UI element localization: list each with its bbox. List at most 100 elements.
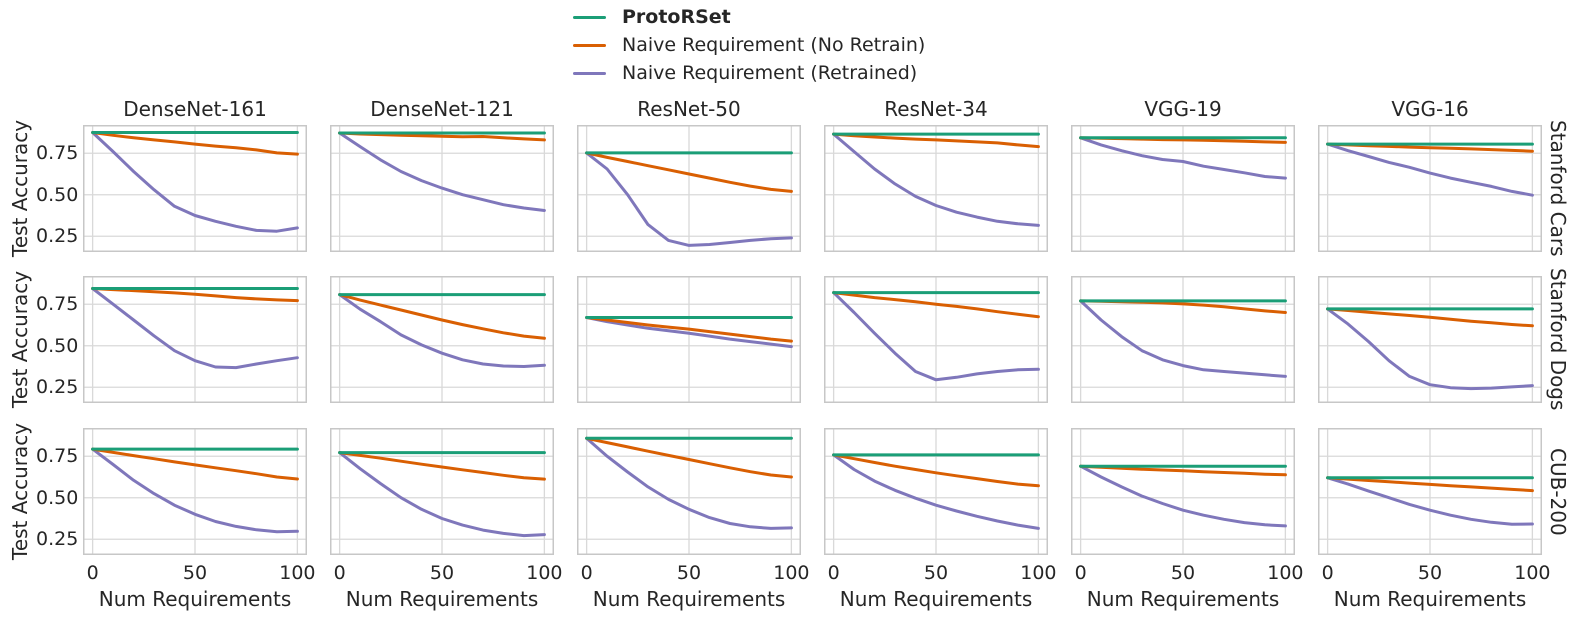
x-tick-label: 50: [1417, 562, 1443, 584]
column-title-vgg-16: VGG-16: [1391, 97, 1469, 121]
series-line-retrained: [338, 293, 546, 368]
x-tick-label: 50: [1170, 562, 1196, 584]
x-tick-label: 50: [182, 562, 208, 584]
series-line-retrained: [1079, 464, 1287, 528]
y-tick-label: 0.75: [36, 445, 79, 468]
series-line-retrained: [832, 132, 1040, 227]
x-tick-label: 50: [429, 562, 455, 584]
legend-item: Naive Requirement (Retrained): [573, 64, 925, 83]
series-line-no_retrain: [1326, 307, 1534, 328]
series-line-no_retrain: [832, 453, 1040, 488]
y-tick-label: 0.25: [36, 528, 79, 551]
subplot-stanford-cars-resnet-34: [824, 125, 1048, 252]
series-line-retrained: [832, 291, 1040, 382]
x-tick-label: 50: [676, 562, 702, 584]
x-tick-label: 100: [1514, 562, 1551, 584]
x-tick-label: 0: [1074, 562, 1087, 584]
x-axis-label: Num Requirements: [839, 587, 1033, 611]
column-title-vgg-19: VGG-19: [1144, 97, 1222, 121]
subplot-stanford-dogs-vgg-19: [1071, 276, 1295, 403]
series-line-no_retrain: [585, 316, 793, 343]
row-label-stanford-dogs: Stanford Dogs: [1546, 268, 1570, 411]
y-tick-label: 0.25: [36, 225, 79, 248]
subplot-cub-200-densenet-161: [83, 428, 307, 555]
series-line-no_retrain: [338, 293, 546, 340]
subplot-stanford-dogs-vgg-16: [1318, 276, 1542, 403]
x-axis-label: Num Requirements: [1333, 587, 1527, 611]
series-line-no_retrain: [338, 451, 546, 481]
series-line-no_retrain: [832, 132, 1040, 149]
column-title-resnet-34: ResNet-34: [884, 97, 988, 121]
series-line-no_retrain: [91, 131, 299, 156]
y-tick-label: 0.75: [36, 293, 79, 316]
legend-line-swatch: [573, 71, 606, 76]
x-axis-label: Num Requirements: [345, 587, 539, 611]
y-tick-label: 0.50: [36, 183, 79, 206]
column-title-densenet-161: DenseNet-161: [123, 97, 267, 121]
series-line-no_retrain: [1079, 464, 1287, 477]
legend-item: Naive Requirement (No Retrain): [573, 36, 925, 55]
subplot-stanford-cars-vgg-19: [1071, 125, 1295, 252]
row-label-cub-200: CUB-200: [1546, 447, 1570, 536]
series-line-retrained: [1079, 136, 1287, 180]
subplot-stanford-cars-densenet-161: [83, 125, 307, 252]
y-tick-label: 0.50: [36, 486, 79, 509]
x-tick-label: 100: [1020, 562, 1057, 584]
subplot-cub-200-densenet-121: [330, 428, 554, 555]
subplot-stanford-cars-densenet-121: [330, 125, 554, 252]
subplot-cub-200-resnet-34: [824, 428, 1048, 555]
x-tick-label: 100: [279, 562, 316, 584]
column-title-resnet-50: ResNet-50: [637, 97, 741, 121]
legend-line-swatch: [573, 15, 606, 20]
series-line-no_retrain: [91, 447, 299, 481]
series-line-retrained: [1326, 307, 1534, 391]
row-label-stanford-cars: Stanford Cars: [1546, 120, 1570, 257]
series-line-no_retrain: [585, 151, 793, 193]
series-line-retrained: [1326, 476, 1534, 526]
series-line-no_retrain: [585, 436, 793, 479]
legend-item: ProtoRSet: [573, 8, 925, 27]
subplot-stanford-dogs-resnet-50: [577, 276, 801, 403]
series-line-retrained: [585, 436, 793, 530]
x-tick-label: 0: [827, 562, 840, 584]
subplot-stanford-dogs-resnet-34: [824, 276, 1048, 403]
y-tick-label: 0.75: [36, 142, 79, 165]
series-line-retrained: [585, 151, 793, 247]
series-line-retrained: [1079, 299, 1287, 378]
series-line-retrained: [338, 131, 546, 212]
x-tick-label: 100: [773, 562, 810, 584]
subplot-stanford-dogs-densenet-121: [330, 276, 554, 403]
series-line-retrained: [91, 287, 299, 370]
x-axis-label: Num Requirements: [592, 587, 786, 611]
series-line-retrained: [832, 453, 1040, 530]
subplot-stanford-dogs-densenet-161: [83, 276, 307, 403]
series-line-retrained: [1326, 142, 1534, 197]
x-tick-label: 100: [526, 562, 563, 584]
legend-line-swatch: [573, 43, 606, 48]
x-tick-label: 0: [1321, 562, 1334, 584]
x-tick-label: 0: [580, 562, 593, 584]
x-tick-label: 100: [1267, 562, 1304, 584]
x-axis-label: Num Requirements: [1086, 587, 1280, 611]
x-tick-label: 50: [923, 562, 949, 584]
subplot-cub-200-resnet-50: [577, 428, 801, 555]
y-axis-label: Test Accuracy: [8, 422, 32, 561]
subplot-stanford-cars-vgg-16: [1318, 125, 1542, 252]
y-axis-label: Test Accuracy: [8, 270, 32, 409]
x-axis-label: Num Requirements: [98, 587, 292, 611]
x-tick-label: 0: [333, 562, 346, 584]
x-tick-label: 0: [86, 562, 99, 584]
legend-label: ProtoRSet: [622, 6, 731, 28]
series-line-retrained: [338, 451, 546, 538]
series-line-no_retrain: [1326, 476, 1534, 493]
subplot-stanford-cars-resnet-50: [577, 125, 801, 252]
column-title-densenet-121: DenseNet-121: [370, 97, 514, 121]
subplot-cub-200-vgg-16: [1318, 428, 1542, 555]
y-tick-label: 0.25: [36, 376, 79, 399]
subplot-cub-200-vgg-19: [1071, 428, 1295, 555]
legend-label: Naive Requirement (No Retrain): [622, 34, 926, 56]
legend: ProtoRSet Naive Requirement (No Retrain) N…: [573, 8, 925, 83]
series-line-no_retrain: [91, 287, 299, 303]
series-line-retrained: [91, 447, 299, 534]
